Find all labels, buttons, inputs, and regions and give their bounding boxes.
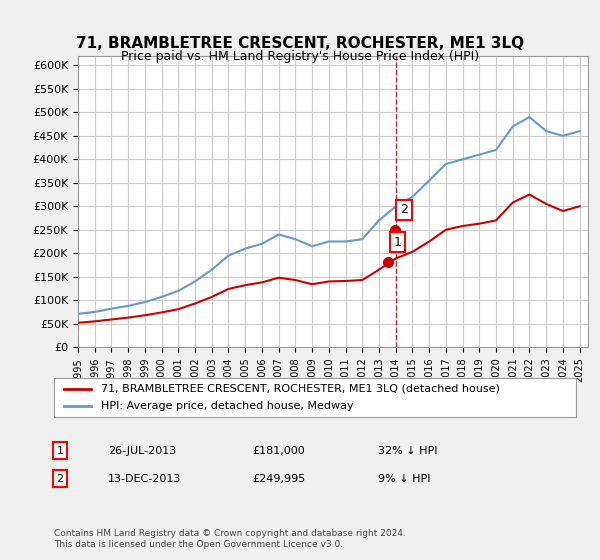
- Text: 9% ↓ HPI: 9% ↓ HPI: [378, 474, 431, 484]
- Text: £249,995: £249,995: [252, 474, 305, 484]
- Text: 1: 1: [56, 446, 64, 456]
- Text: 26-JUL-2013: 26-JUL-2013: [108, 446, 176, 456]
- Text: 13-DEC-2013: 13-DEC-2013: [108, 474, 181, 484]
- Text: 71, BRAMBLETREE CRESCENT, ROCHESTER, ME1 3LQ: 71, BRAMBLETREE CRESCENT, ROCHESTER, ME1…: [76, 36, 524, 52]
- Text: Price paid vs. HM Land Registry's House Price Index (HPI): Price paid vs. HM Land Registry's House …: [121, 50, 479, 63]
- Text: 32% ↓ HPI: 32% ↓ HPI: [378, 446, 437, 456]
- Text: HPI: Average price, detached house, Medway: HPI: Average price, detached house, Medw…: [101, 401, 353, 411]
- Text: 71, BRAMBLETREE CRESCENT, ROCHESTER, ME1 3LQ (detached house): 71, BRAMBLETREE CRESCENT, ROCHESTER, ME1…: [101, 384, 500, 394]
- Text: £181,000: £181,000: [252, 446, 305, 456]
- Text: Contains HM Land Registry data © Crown copyright and database right 2024.
This d: Contains HM Land Registry data © Crown c…: [54, 529, 406, 549]
- Text: 1: 1: [394, 236, 401, 249]
- Text: 2: 2: [56, 474, 64, 484]
- Text: 2: 2: [400, 203, 408, 216]
